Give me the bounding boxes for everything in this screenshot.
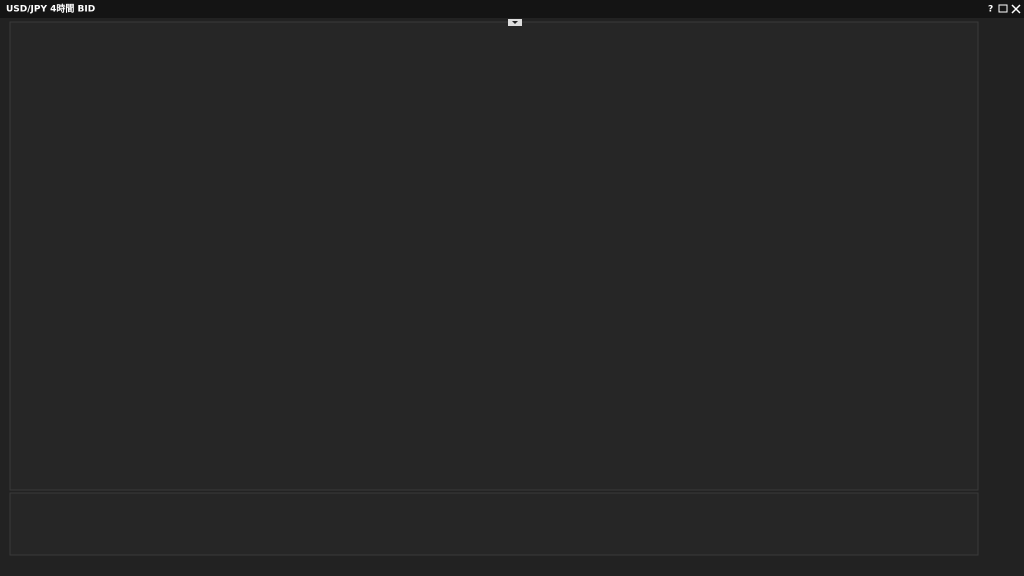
window-title: USD/JPY 4時間 BID: [6, 3, 95, 15]
collapse-arrow: [512, 21, 518, 24]
stochastic-panel: [9, 492, 979, 556]
title-bar: [0, 0, 1024, 18]
maximize-button[interactable]: [998, 4, 1008, 13]
close-button[interactable]: [1011, 4, 1021, 14]
main-panel: [9, 21, 979, 491]
help-button[interactable]: ?: [988, 5, 993, 15]
